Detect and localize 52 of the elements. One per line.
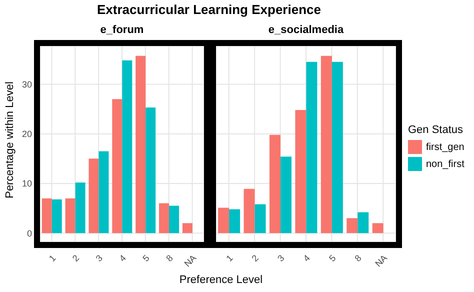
y-axis-title: Percentage within Level [4, 82, 16, 198]
bar [159, 203, 170, 234]
bar [112, 99, 122, 234]
bar [332, 62, 343, 234]
bar [65, 198, 76, 234]
bar [320, 56, 332, 234]
bar [229, 209, 240, 234]
x-tick-label: 2 [70, 252, 82, 264]
bar [169, 206, 180, 234]
bar [218, 208, 230, 234]
x-axis-title: Preference Level [178, 274, 264, 286]
chart-subtitle: e_socialmedia [267, 24, 345, 36]
bar [280, 156, 292, 234]
x-tick-label: 5 [140, 252, 152, 264]
bar [306, 62, 318, 234]
x-tick-label: 8 [352, 252, 364, 264]
x-tick-label: NA [182, 252, 198, 269]
x-tick-label: 2 [250, 252, 261, 264]
x-tick-label: 1 [47, 252, 58, 264]
bar [88, 158, 99, 234]
bar [182, 223, 192, 234]
bar [122, 60, 132, 234]
bar [244, 188, 255, 234]
x-tick-label: 8 [164, 252, 175, 264]
bar [346, 218, 358, 234]
y-tick-label: 10 [22, 178, 32, 189]
legend-label: first_gen [426, 142, 464, 152]
x-tick-label: 5 [327, 252, 338, 264]
y-tick-label: 30 [22, 79, 32, 90]
x-tick-label: NA [373, 252, 390, 269]
bar [146, 108, 156, 234]
bar [98, 151, 109, 234]
bar [136, 56, 146, 234]
legend-title: Gen Status [408, 124, 464, 136]
bar [75, 182, 86, 234]
bar [372, 223, 384, 234]
x-tick-label: 1 [224, 252, 235, 264]
bar [269, 134, 280, 234]
bar [42, 198, 52, 234]
chart-subtitle: e_forum [99, 24, 145, 36]
x-tick-label: 4 [117, 252, 128, 264]
x-tick-label: 3 [94, 252, 105, 264]
legend-label: non_first [426, 158, 464, 170]
bar [52, 199, 62, 234]
y-tick-label: 20 [22, 129, 32, 140]
x-tick-label: 3 [276, 252, 286, 264]
bar [358, 212, 369, 234]
x-tick-label: 4 [301, 252, 312, 264]
chart-title: Extracurricular Learning Experience [96, 2, 322, 17]
bar [254, 204, 266, 234]
bar [295, 110, 306, 234]
y-tick-label: 0 [26, 228, 32, 238]
